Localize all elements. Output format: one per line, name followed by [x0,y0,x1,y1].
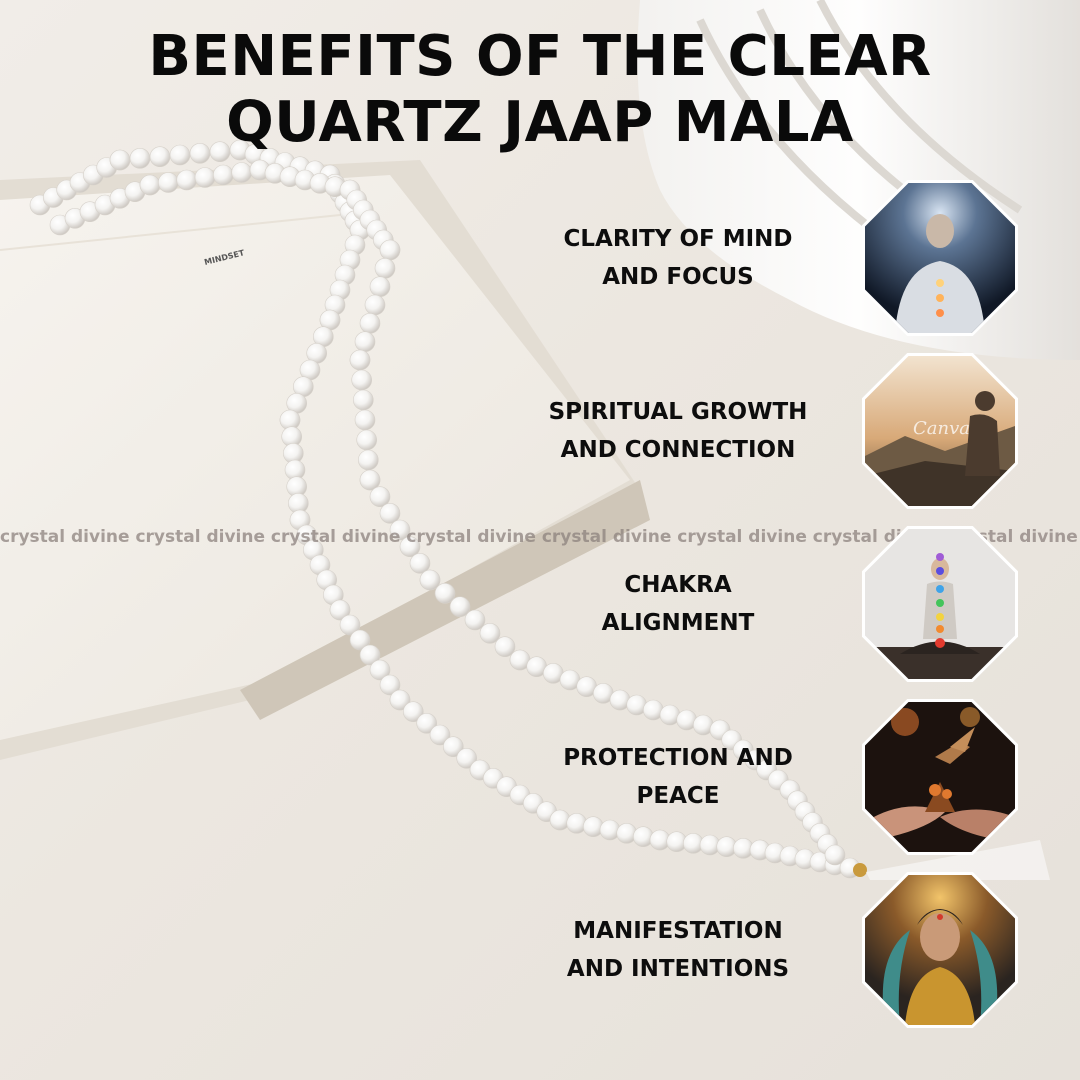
quartz-bead [213,164,234,186]
quartz-bead [357,449,379,471]
quartz-bead [434,582,456,604]
quartz-bead [231,162,252,183]
quartz-bead [374,257,396,279]
quartz-bead [824,844,846,866]
benefit-protection: PROTECTION AND PEACE [520,697,1040,857]
quartz-bead [449,596,471,618]
quartz-bead [359,312,381,334]
quartz-bead [389,689,411,711]
quartz-bead [379,502,401,524]
title-line-2: QUARTZ JAAP MALA [226,90,854,155]
quartz-bead [409,552,431,574]
quartz-bead [419,569,441,591]
quartz-bead [369,486,391,508]
quartz-bead [464,609,486,631]
benefit-label: CLARITY OF MIND AND FOCUS [563,226,793,290]
quartz-bead [369,276,391,298]
quartz-bead [359,644,381,666]
quartz-bead [442,736,464,758]
title-line-1: BENEFITS OF THE CLEAR [148,24,932,89]
watermark-text: crystal divine crystal divine crystal di… [0,527,1078,547]
quartz-bead [429,724,451,746]
benefit-label: MANIFESTATION AND INTENTIONS [566,918,790,982]
quartz-bead [351,369,373,391]
quartz-bead [349,349,371,371]
quartz-bead [352,389,374,411]
benefit-chakra: CHAKRA ALIGNMENT [520,524,1040,684]
octagon-frame [862,526,1018,682]
quartz-bead-mala [29,139,861,879]
quartz-bead [354,409,376,431]
quartz-bead [158,172,179,193]
page-title: BENEFITS OF THE CLEAR QUARTZ JAAP MALA [60,24,1020,156]
quartz-bead [456,747,478,769]
benefit-label: CHAKRA ALIGNMENT [601,572,755,636]
benefit-clarity: CLARITY OF MIND AND FOCUS [520,178,1040,338]
quartz-bead [194,167,216,188]
quartz-bead [389,519,411,541]
octagon-frame [862,872,1018,1028]
quartz-bead [416,712,438,734]
canva-watermark: Canva [913,418,970,439]
open-book: MINDSET [0,160,650,760]
quartz-bead [379,674,401,696]
octagon-frame [862,180,1018,336]
meditating-man-light-icon [865,183,1015,333]
quartz-bead [364,294,386,316]
benefit-spiritual-growth: SPIRITUAL GROWTH AND CONNECTION Canva [520,351,1040,511]
quartz-bead [356,429,378,451]
octagon-frame: Canva [862,353,1018,509]
benefit-label: SPIRITUAL GROWTH AND CONNECTION [548,399,808,463]
quartz-bead [494,636,516,658]
benefit-label: PROTECTION AND PEACE [563,745,793,809]
quartz-bead [369,659,391,681]
quartz-bead [359,469,381,491]
quartz-bead [399,536,421,558]
quartz-bead [479,622,501,644]
quartz-bead [139,174,161,196]
benefit-manifestation: MANIFESTATION AND INTENTIONS [520,870,1040,1030]
quartz-bead [339,614,361,636]
praying-mountain-sunrise-icon: Canva [865,356,1015,506]
quartz-bead [329,599,351,621]
goddess-portrait-icon [865,875,1015,1025]
octagon-frame [862,699,1018,855]
quartz-bead [402,701,424,723]
chakra-meditation-icon [865,529,1015,679]
quartz-bead [354,331,376,353]
quartz-bead [349,629,371,651]
quartz-bead [176,169,197,191]
mala-tassel [853,840,1050,880]
quartz-bead [379,239,401,261]
hands-hummingbird-icon [865,702,1015,852]
